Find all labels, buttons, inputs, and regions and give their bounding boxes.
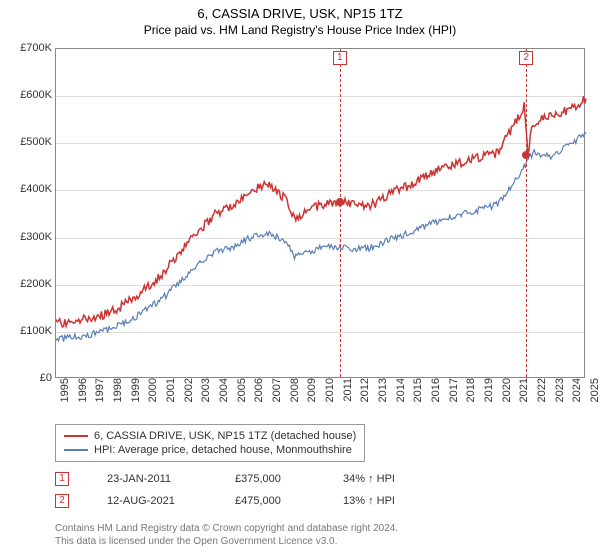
legend-box: 6, CASSIA DRIVE, USK, NP15 1TZ (detached…: [55, 424, 365, 462]
x-tick-label: 1996: [77, 378, 89, 418]
x-tick-label: 2015: [412, 378, 424, 418]
chart-container: 6, CASSIA DRIVE, USK, NP15 1TZ Price pai…: [0, 0, 600, 560]
marker-id-box: 1: [333, 51, 347, 65]
data-row-delta: 34% ↑ HPI: [343, 473, 395, 485]
x-tick-label: 2025: [589, 378, 600, 418]
x-tick-label: 2017: [448, 378, 460, 418]
series-line: [56, 96, 586, 327]
y-tick-label: £100K: [2, 325, 52, 337]
y-tick-label: £500K: [2, 136, 52, 148]
x-tick-label: 2002: [183, 378, 195, 418]
x-tick-label: 2020: [501, 378, 513, 418]
x-tick-label: 2019: [483, 378, 495, 418]
data-row-date: 23-JAN-2011: [107, 473, 197, 485]
x-tick-label: 2003: [200, 378, 212, 418]
data-row-marker: 1: [55, 472, 69, 486]
x-tick-label: 2009: [306, 378, 318, 418]
x-tick-label: 2013: [377, 378, 389, 418]
footer-line-2: This data is licensed under the Open Gov…: [55, 535, 398, 548]
x-tick-label: 1997: [94, 378, 106, 418]
footer-line-1: Contains HM Land Registry data © Crown c…: [55, 522, 398, 535]
legend-item: 6, CASSIA DRIVE, USK, NP15 1TZ (detached…: [64, 429, 356, 443]
legend-swatch: [64, 435, 88, 437]
legend-item: HPI: Average price, detached house, Monm…: [64, 443, 356, 457]
y-tick-label: £400K: [2, 183, 52, 195]
marker-vertical-line: [340, 49, 341, 377]
y-tick-label: £700K: [2, 42, 52, 54]
legend-swatch: [64, 449, 88, 451]
x-tick-label: 2006: [253, 378, 265, 418]
data-row-marker: 2: [55, 494, 69, 508]
x-tick-label: 2021: [518, 378, 530, 418]
y-tick-label: £200K: [2, 278, 52, 290]
series-line: [56, 132, 586, 341]
data-row-delta: 13% ↑ HPI: [343, 495, 395, 507]
x-tick-label: 2011: [342, 378, 354, 418]
marker-data-table: 1 23-JAN-2011 £375,000 34% ↑ HPI 2 12-AUG-202…: [55, 468, 395, 512]
data-row-price: £475,000: [235, 495, 305, 507]
footer-attribution: Contains HM Land Registry data © Crown c…: [55, 522, 398, 548]
chart-plot-area: 12: [55, 48, 585, 378]
data-table-row: 1 23-JAN-2011 £375,000 34% ↑ HPI: [55, 468, 395, 490]
x-tick-label: 1995: [59, 378, 71, 418]
page-subtitle: Price paid vs. HM Land Registry's House …: [0, 21, 600, 41]
data-row-date: 12-AUG-2021: [107, 495, 197, 507]
page-title: 6, CASSIA DRIVE, USK, NP15 1TZ: [0, 0, 600, 21]
x-tick-label: 2010: [324, 378, 336, 418]
marker-dot: [336, 198, 344, 206]
marker-id-box: 2: [519, 51, 533, 65]
x-tick-label: 2000: [147, 378, 159, 418]
x-tick-label: 2004: [218, 378, 230, 418]
y-tick-label: £300K: [2, 231, 52, 243]
marker-vertical-line: [526, 49, 527, 377]
x-tick-label: 1998: [112, 378, 124, 418]
x-tick-label: 2001: [165, 378, 177, 418]
legend-label: HPI: Average price, detached house, Monm…: [94, 444, 352, 456]
x-tick-label: 2016: [430, 378, 442, 418]
line-layer: [56, 49, 584, 377]
x-tick-label: 2007: [271, 378, 283, 418]
x-tick-label: 2014: [395, 378, 407, 418]
data-table-row: 2 12-AUG-2021 £475,000 13% ↑ HPI: [55, 490, 395, 512]
x-tick-label: 2018: [465, 378, 477, 418]
x-tick-label: 2024: [571, 378, 583, 418]
y-tick-label: £600K: [2, 89, 52, 101]
y-tick-label: £0: [2, 372, 52, 384]
marker-dot: [522, 151, 530, 159]
x-tick-label: 2023: [554, 378, 566, 418]
x-tick-label: 2012: [359, 378, 371, 418]
x-tick-label: 2005: [236, 378, 248, 418]
data-row-price: £375,000: [235, 473, 305, 485]
x-tick-label: 2008: [289, 378, 301, 418]
x-tick-label: 1999: [130, 378, 142, 418]
legend-label: 6, CASSIA DRIVE, USK, NP15 1TZ (detached…: [94, 430, 356, 442]
x-tick-label: 2022: [536, 378, 548, 418]
